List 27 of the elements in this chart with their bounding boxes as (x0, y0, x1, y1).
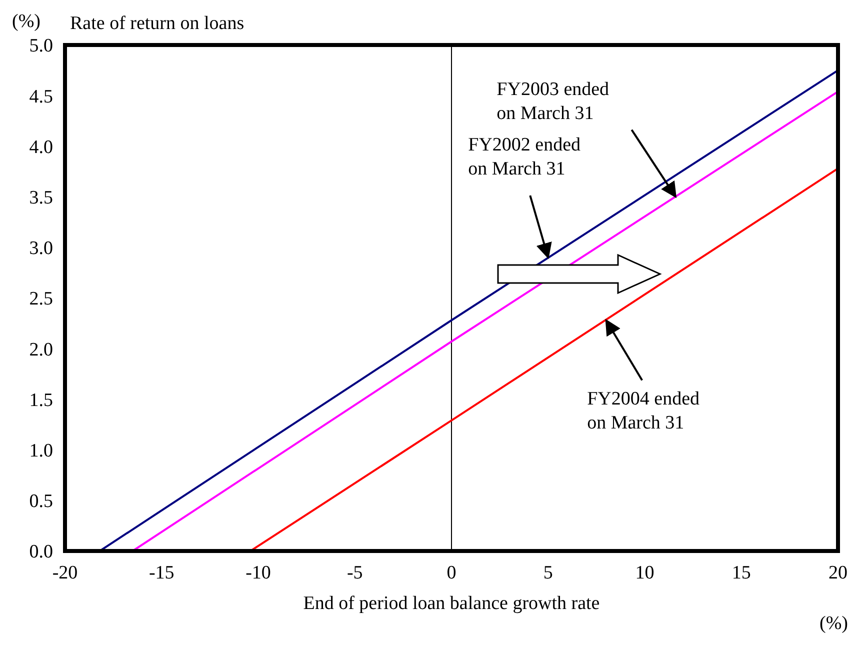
x-tick-label: 0 (446, 562, 456, 584)
y-tick-label: 2.5 (29, 288, 53, 310)
x-tick-label: -20 (52, 562, 78, 584)
annotation: FY2002 ended on March 31 (468, 134, 582, 180)
annotation: FY2004 ended on March 31 (587, 388, 700, 434)
x-tick-label: 15 (732, 562, 751, 584)
y-tick-label: 2.0 (29, 339, 53, 360)
y-tick-label: 5.0 (29, 36, 53, 57)
y-tick-label: 0.5 (29, 491, 53, 512)
text: (%) (820, 613, 848, 634)
y-tick-label: 1.5 (29, 390, 53, 411)
chart-title: Rate of return on loans (70, 13, 244, 34)
x-tick-label: -15 (148, 562, 174, 584)
x-tick-label: 20 (828, 562, 848, 584)
y-tick-label: 1.0 (29, 440, 53, 462)
y-axis-title: (%) (12, 11, 40, 32)
x-tick-label: 5 (543, 562, 553, 584)
annotation: FY2003 ended on March 31 (496, 78, 610, 124)
x-tick-label: -5 (346, 562, 363, 584)
x-axis-title: End of period loan balance growth rate (303, 593, 600, 614)
y-tick-label: 0.0 (29, 542, 53, 563)
x-tick-label: 10 (635, 562, 654, 584)
y-tick-label: 4.5 (29, 86, 53, 108)
y-tick-label: 3.0 (29, 238, 53, 260)
y-tick-label: 4.0 (29, 136, 53, 158)
y-tick-label: 3.5 (29, 188, 53, 209)
x-tick-label: -10 (246, 562, 271, 584)
